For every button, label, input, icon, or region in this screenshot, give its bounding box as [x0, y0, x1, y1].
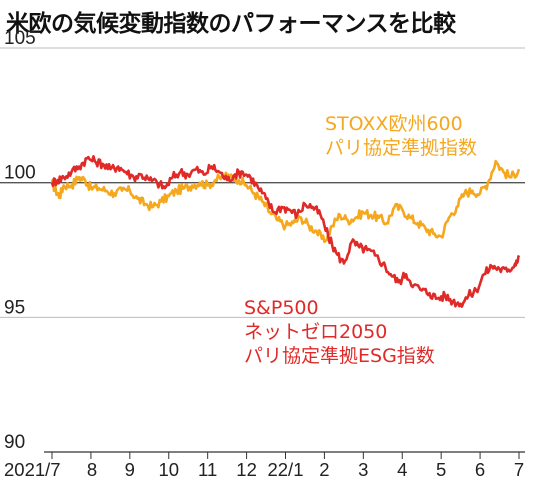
x-tick-label: 3 [358, 459, 368, 480]
series-label-line: STOXX欧州600 [325, 113, 463, 135]
x-tick-label: 12 [236, 459, 257, 480]
gridlines [0, 47, 525, 453]
series-lines [50, 155, 521, 308]
x-tick-label: 11 [198, 459, 217, 480]
x-tick-label: 4 [397, 459, 407, 480]
x-axis-ticks: 2021/7 8 9 10 11 12 22/1 2 3 4 5 6 7 [4, 452, 524, 480]
x-tick-label: 2021/7 [4, 459, 61, 480]
y-tick-label: 95 [4, 297, 25, 318]
series-line-0 [50, 159, 521, 244]
x-tick-label: 6 [475, 459, 485, 480]
x-tick-label: 8 [87, 459, 97, 480]
series-line-1 [50, 155, 521, 308]
series-label-line: パリ協定準拠ESG指数 [244, 345, 435, 367]
series-label-line: ネットゼロ2050 [244, 321, 387, 343]
x-tick-label: 22/1 [267, 459, 303, 480]
x-tick-label: 9 [125, 459, 135, 480]
y-axis-ticks: 105 100 95 90 [4, 28, 36, 453]
y-tick-label: 100 [4, 163, 36, 184]
chart-title: 米欧の気候変動指数のパフォーマンスを比較 [6, 11, 456, 37]
x-tick-label: 10 [158, 459, 179, 480]
series-label-line: パリ協定準拠指数 [325, 137, 477, 159]
y-tick-label: 105 [4, 28, 36, 49]
y-tick-label: 90 [4, 432, 25, 453]
x-tick-label: 5 [436, 459, 446, 480]
x-tick-label: 7 [514, 459, 524, 480]
x-tick-label: 2 [319, 459, 329, 480]
series-label-line: S&P500 [244, 297, 319, 319]
